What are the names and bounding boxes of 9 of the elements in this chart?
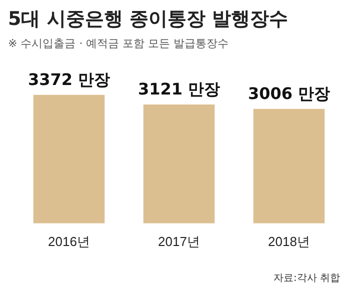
x-tick-label: 2016년 <box>48 234 90 249</box>
data-label: 3372 만장 <box>28 70 110 90</box>
data-label: 3121 만장 <box>138 80 220 99</box>
chart-subtitle: ※ 수시입출금 · 예적금 포함 모든 발급통장수 <box>8 36 230 51</box>
text: 자료:각사 취합 <box>273 272 340 285</box>
x-tick-label: 2018년 <box>268 234 310 249</box>
data-label: 3006 만장 <box>248 84 330 103</box>
x-tick-label: 2017년 <box>158 234 200 249</box>
chart-title: 5대 시중은행 종이통장 발행장수 <box>8 7 288 32</box>
